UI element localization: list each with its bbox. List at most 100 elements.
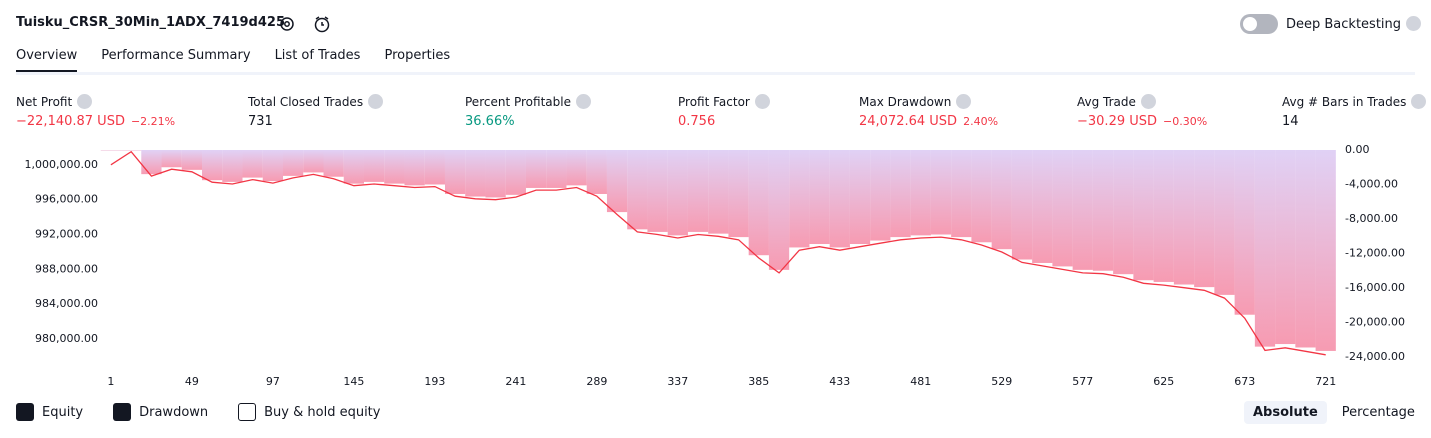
x-tick-label: 577 [1072, 375, 1093, 388]
alert-icon[interactable] [312, 14, 332, 34]
metric: Max Drawdown 24,072.64 USD 2.40% [859, 94, 998, 129]
metric: Avg # Bars in Trades 14 [1282, 94, 1427, 129]
equity-line [110, 150, 1326, 356]
metric-label: Avg # Bars in Trades [1282, 95, 1407, 109]
metric-value: 14 [1282, 114, 1299, 129]
tab[interactable]: Properties [384, 48, 451, 63]
drawdown-bar [789, 150, 810, 248]
metric-label-row: Total Closed Trades [248, 94, 384, 109]
drawdown-bar [546, 150, 567, 188]
x-tick-label: 1 [107, 375, 114, 388]
metric-value: 0.756 [678, 114, 716, 129]
help-icon[interactable] [368, 94, 384, 109]
drawdown-bar [384, 150, 405, 184]
metric-extra: −2.21% [130, 115, 176, 128]
drawdown-bar [424, 150, 445, 185]
y-tick-label: 1,000,000.00 [25, 158, 98, 171]
x-tick-label: 721 [1315, 375, 1336, 388]
help-icon[interactable] [956, 94, 972, 109]
deep-backtesting-toggle[interactable] [1240, 14, 1278, 34]
metric: Profit Factor 0.756 [678, 94, 770, 129]
tab[interactable]: List of Trades [274, 48, 361, 63]
help-icon[interactable] [77, 94, 93, 109]
drawdown-bar [343, 150, 364, 184]
y2-tick-label: -20,000.00 [1345, 315, 1405, 328]
help-icon[interactable] [754, 94, 770, 109]
x-tick-label: 529 [991, 375, 1012, 388]
checkbox[interactable] [238, 403, 257, 421]
drawdown-bar [1133, 150, 1154, 281]
drawdown-bar [647, 150, 668, 232]
metric-value-row: 731 [248, 114, 383, 129]
strategy-title: Tuisku_CRSR_30Min_1ADX_7419d425 [16, 15, 285, 30]
tabs: Overview Performance Summary List of Trade… [16, 48, 450, 73]
drawdown-toggle[interactable]: Drawdown [113, 403, 208, 421]
metric: Total Closed Trades 731 [248, 94, 384, 129]
drawdown-bar [121, 150, 142, 151]
drawdown-bar [930, 150, 952, 235]
drawdown-bar [444, 150, 466, 194]
drawdown-bar [809, 150, 830, 245]
drawdown-bar [627, 150, 648, 230]
drawdown-bar [1052, 150, 1073, 267]
x-tick-label: 289 [586, 375, 607, 388]
x-tick-label: 433 [829, 375, 850, 388]
metric-value-row: 36.66% [465, 114, 591, 129]
x-tick-label: 193 [424, 375, 445, 388]
drawdown-bar [667, 150, 688, 236]
drawdown-bar [100, 150, 122, 151]
x-tick-label: 97 [266, 375, 280, 388]
metric-label: Net Profit [16, 95, 73, 109]
legend: Equity Drawdown Buy & hold equity [16, 403, 380, 421]
help-icon[interactable] [1406, 16, 1422, 31]
x-tick-label: 241 [505, 375, 526, 388]
metric-value-row: 24,072.64 USD 2.40% [859, 114, 998, 129]
scale-button[interactable]: Absolute [1244, 401, 1327, 424]
tab[interactable]: Performance Summary [101, 48, 251, 63]
checkbox[interactable] [113, 403, 132, 421]
toggle-label: Deep Backtesting [1286, 16, 1422, 32]
drawdown-bar [1214, 150, 1235, 295]
tab[interactable]: Overview [16, 48, 78, 73]
drawdown-bar [1011, 150, 1033, 260]
x-tick-label: 49 [185, 375, 199, 388]
drawdown-bar [181, 150, 203, 170]
y-tick-label: 992,000.00 [35, 228, 98, 241]
settings-icon[interactable] [278, 15, 296, 33]
drawdown-bar [1153, 150, 1174, 282]
drawdown-bar [890, 150, 911, 238]
help-icon[interactable] [1411, 94, 1427, 109]
y-tick-label: 996,000.00 [35, 193, 98, 206]
metric-value-row: 0.756 [678, 114, 770, 129]
metric-value-row: −30.29 USD −0.30% [1077, 114, 1207, 129]
drawdown-bar [829, 150, 850, 248]
drawdown-bar [1275, 150, 1296, 345]
help-icon[interactable] [1140, 94, 1156, 109]
drawdown-bar [1295, 150, 1316, 348]
metric-value-row: 14 [1282, 114, 1426, 129]
y2-tick-label: -4,000.00 [1345, 177, 1398, 190]
scale-button[interactable]: Percentage [1341, 405, 1415, 420]
metric: Net Profit −22,140.87 USD −2.21% [16, 94, 175, 129]
equity-toggle[interactable]: Equity [16, 403, 83, 421]
y-tick-label: 980,000.00 [35, 332, 98, 345]
legend-label: Buy & hold equity [264, 404, 381, 420]
drawdown-bar [262, 150, 284, 182]
drawdown-bar [910, 150, 931, 236]
drawdown-bar [1113, 150, 1134, 275]
buy-hold-toggle[interactable]: Buy & hold equity [238, 403, 380, 421]
x-tick-label: 673 [1234, 375, 1255, 388]
drawdown-bar [283, 150, 304, 176]
metric-value-row: −22,140.87 USD −2.21% [16, 114, 175, 129]
help-icon[interactable] [575, 94, 591, 109]
metric-extra: 2.40% [963, 115, 999, 128]
checkbox[interactable] [16, 403, 34, 421]
drawdown-bar [1315, 150, 1336, 351]
drawdown-bar [141, 150, 162, 175]
x-tick-label: 337 [667, 375, 688, 388]
metric-label-row: Percent Profitable [465, 94, 591, 109]
metric-label: Percent Profitable [465, 95, 571, 109]
drawdown-bar [1254, 150, 1276, 347]
drawdown-bar [1092, 150, 1114, 271]
x-tick-label: 385 [748, 375, 769, 388]
